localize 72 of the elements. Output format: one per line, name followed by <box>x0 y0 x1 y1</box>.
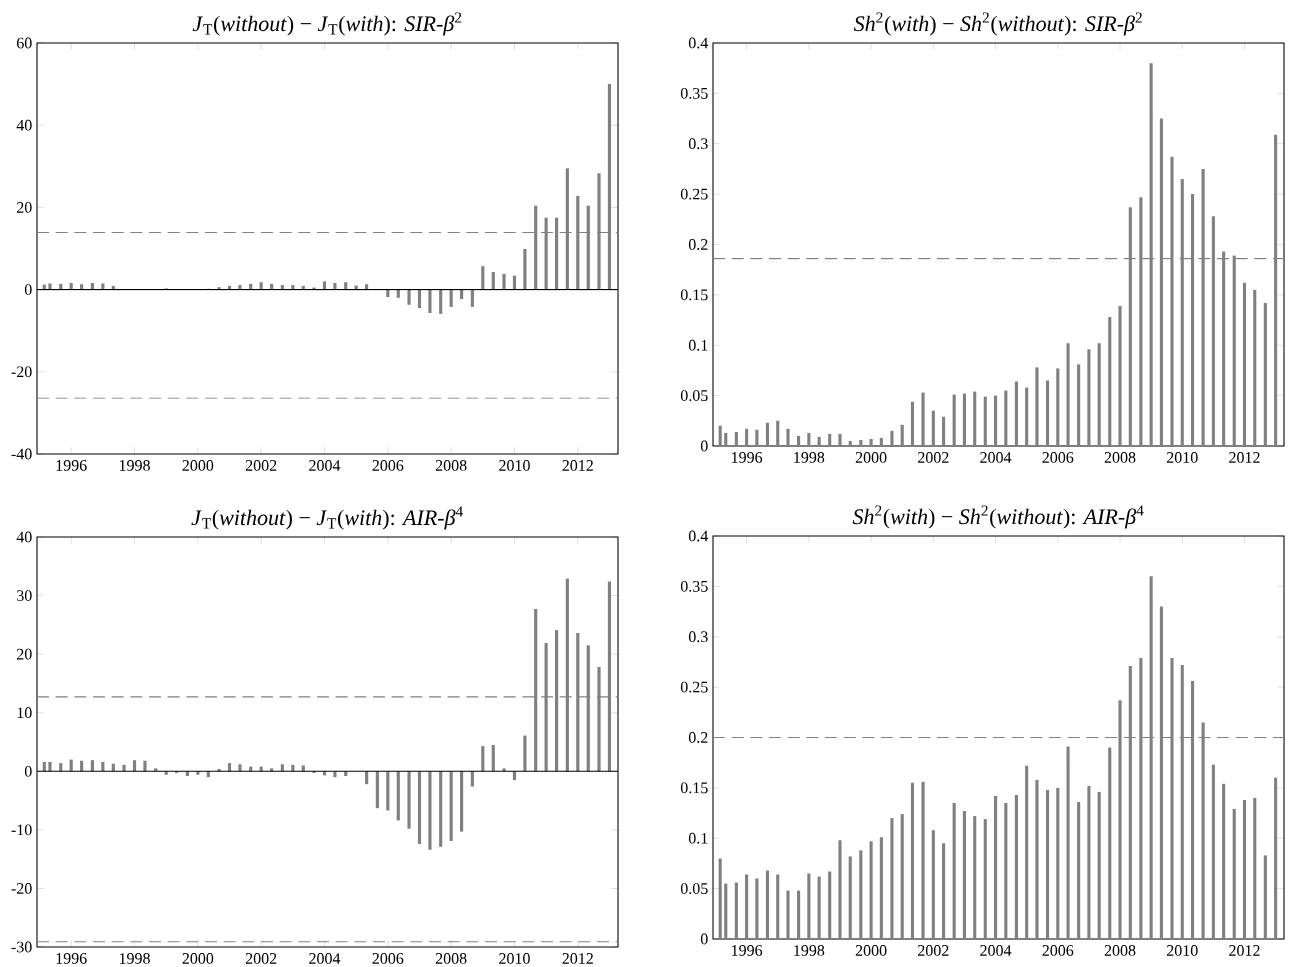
x-tick-label: 2006 <box>372 953 404 964</box>
y-tick-label: 0.2 <box>688 239 708 250</box>
y-tick-label: 0.05 <box>680 883 708 895</box>
x-tick-label: 2002 <box>245 460 277 471</box>
x-tick-label: 1996 <box>56 460 87 471</box>
x-tick-label: 2000 <box>182 460 214 471</box>
y-tick-label: -20 <box>11 366 32 378</box>
x-tick-label: 2004 <box>309 460 341 471</box>
x-tick-label: 2002 <box>918 945 949 956</box>
x-tick-label: 2010 <box>499 953 530 964</box>
y-tick-label: 10 <box>17 707 32 719</box>
x-tick-label: 2002 <box>245 953 277 964</box>
y-tick-label: 0.3 <box>688 631 708 643</box>
x-tick-label: 1996 <box>732 452 763 463</box>
y-tick-label: 0.3 <box>688 138 708 150</box>
y-tick-label: 0.4 <box>688 37 709 49</box>
y-tick-label: -20 <box>11 883 32 894</box>
y-tick-label: 0.25 <box>680 681 708 693</box>
y-tick-label: 0 <box>700 440 708 452</box>
y-tick-label: 20 <box>17 202 32 213</box>
y-tick-label: 0.25 <box>680 188 708 200</box>
y-tick-label: 0.1 <box>688 832 708 844</box>
y-tick-label: 0.05 <box>680 390 708 402</box>
y-tick-label: 0.4 <box>688 530 709 542</box>
x-tick-label: 1996 <box>56 953 87 964</box>
chart-title: J$_{T}$(without) − J$_{T}$(with): AIR-β$^{4}$ <box>191 506 463 530</box>
y-tick-label: 0.35 <box>680 580 708 592</box>
y-tick-label: 0 <box>24 284 32 295</box>
x-tick-label: 2012 <box>1229 452 1260 463</box>
x-tick-label: 2012 <box>562 460 593 471</box>
y-tick-label: 0.15 <box>680 782 708 794</box>
y-tick-label: -10 <box>11 824 32 836</box>
x-tick-label: 1998 <box>794 945 825 956</box>
x-tick-label: 2008 <box>1104 452 1136 463</box>
y-tick-label: 0.35 <box>680 87 708 99</box>
y-tick-label: 60 <box>16 37 32 49</box>
chart-title: Sh$^{2}$(with) − Sh$^{2}$(without): AIR-β$^{4}$ <box>852 505 1144 529</box>
y-tick-label: -40 <box>11 448 32 460</box>
x-tick-label: 1998 <box>119 953 150 964</box>
x-tick-label: 2004 <box>980 452 1012 463</box>
x-tick-label: 2012 <box>1229 945 1260 956</box>
x-tick-label: 2010 <box>1166 945 1198 956</box>
x-tick-label: 2004 <box>309 953 341 964</box>
x-tick-label: 2008 <box>1104 945 1136 956</box>
chart-title: Sh$^{2}$(with) − Sh$^{2}$(without): SIR-β$^{2}$ <box>853 12 1142 36</box>
x-tick-label: 1996 <box>732 945 763 956</box>
x-tick-label: 2006 <box>372 460 404 471</box>
y-tick-label: -30 <box>11 941 32 953</box>
y-tick-label: 0.1 <box>688 339 708 351</box>
y-tick-label: 30 <box>17 590 32 601</box>
x-tick-label: 2008 <box>435 460 467 471</box>
x-tick-label: 2006 <box>1042 452 1074 463</box>
y-tick-label: 0 <box>24 765 32 777</box>
x-tick-label: 2006 <box>1042 945 1074 956</box>
y-tick-label: 40 <box>16 119 32 131</box>
chart-title: J$_{T}$(without) − J$_{T}$(with): SIR-β$^{2}$ <box>192 12 462 36</box>
x-tick-label: 2000 <box>855 452 887 463</box>
y-tick-label: 40 <box>16 531 32 543</box>
x-tick-label: 2010 <box>1166 452 1198 463</box>
x-tick-label: 2000 <box>855 945 887 956</box>
y-tick-label: 0.15 <box>680 289 708 301</box>
x-tick-label: 2012 <box>562 953 593 964</box>
x-tick-label: 2002 <box>918 452 949 463</box>
x-tick-label: 2008 <box>435 953 467 964</box>
x-tick-label: 2010 <box>499 460 530 471</box>
x-tick-label: 1998 <box>794 452 825 463</box>
y-tick-label: 20 <box>17 648 32 660</box>
x-tick-label: 2004 <box>980 945 1012 956</box>
x-tick-label: 1998 <box>119 460 150 471</box>
y-tick-label: 0 <box>700 933 708 945</box>
y-tick-label: 0.2 <box>688 732 708 743</box>
x-tick-label: 2000 <box>182 953 214 964</box>
